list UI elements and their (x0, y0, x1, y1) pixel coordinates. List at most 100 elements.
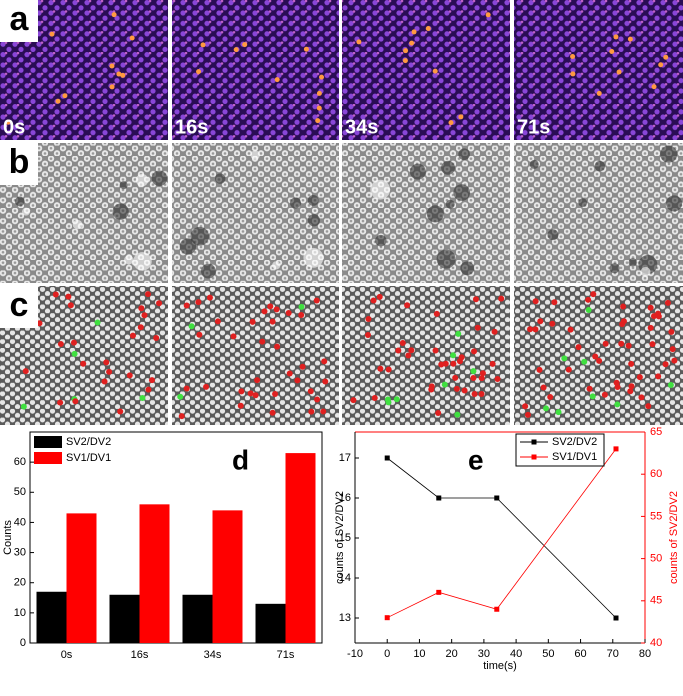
defect-dot (649, 341, 656, 348)
marker (384, 455, 390, 461)
defect-dot (57, 399, 64, 406)
defect-dot (522, 403, 529, 410)
defect-dot (668, 328, 675, 335)
micrograph (342, 143, 510, 283)
bright-spot (570, 71, 576, 77)
bright-spot (432, 68, 438, 74)
y-tick-label: 10 (14, 607, 26, 619)
defect-dot (249, 318, 256, 325)
dark-blob (272, 261, 281, 270)
defect-dot (628, 360, 635, 367)
dark-blob (370, 179, 391, 200)
defect-dot (195, 299, 202, 306)
dark-blob (640, 266, 651, 277)
time-label: 0s (3, 116, 25, 138)
dark-blob (594, 160, 606, 172)
dark-blob (307, 194, 319, 206)
dark-blob (112, 203, 129, 220)
bright-spot (356, 39, 362, 45)
dark-blob (14, 196, 25, 207)
defect-dot (57, 341, 64, 348)
dark-blob (547, 229, 559, 241)
bright-spot (411, 29, 417, 35)
defect-dot (667, 381, 674, 388)
defect-dot (269, 409, 276, 416)
defect-dot (395, 347, 402, 354)
bright-spot (402, 58, 408, 64)
y-axis-label: Counts (2, 520, 14, 555)
defect-dot (627, 388, 634, 395)
defect-dot (137, 324, 144, 331)
micrographs: a b c 0s 16s 34s 71s (0, 0, 683, 425)
defect-dot (647, 324, 654, 331)
dark-blob (124, 255, 134, 265)
defect-dot (156, 300, 163, 307)
defect-dot (441, 381, 448, 388)
bright-spot (109, 84, 115, 90)
defect-dot (148, 377, 155, 384)
y-tick-label: 20 (14, 577, 26, 589)
defect-dot (450, 352, 457, 359)
defect-dot (101, 378, 108, 385)
defect-dot (230, 333, 237, 340)
bright-spot (315, 118, 321, 124)
defect-dot (471, 348, 478, 355)
defect-dot (20, 403, 27, 410)
defect-dot (671, 357, 678, 364)
defect-dot (638, 394, 645, 401)
micrograph (514, 286, 683, 425)
dark-blob (201, 263, 216, 279)
defect-dot (565, 366, 572, 373)
bright-spot (120, 72, 126, 78)
defect-dot (377, 365, 384, 372)
bright-spot (458, 114, 464, 120)
defect-dot (478, 375, 485, 382)
panel-label: b (9, 143, 30, 181)
defect-dot (461, 387, 468, 394)
defect-dot (71, 350, 78, 357)
defect-dot (433, 310, 440, 317)
defect-dot (350, 397, 357, 404)
bright-spot (116, 71, 122, 77)
bright-spot (200, 42, 206, 48)
dark-blob (179, 238, 197, 255)
defect-dot (589, 393, 596, 400)
defect-dot (458, 354, 465, 361)
defect-dot (555, 409, 562, 416)
defect-dot (313, 297, 320, 304)
dark-blob (458, 148, 470, 161)
defect-dot (405, 352, 412, 359)
defect-dot (183, 302, 190, 309)
defect-dot (273, 306, 280, 313)
dark-blob (529, 159, 539, 169)
marker (436, 589, 442, 595)
defect-dot (647, 304, 654, 311)
defect-dot (454, 411, 461, 418)
dark-blob (578, 198, 588, 208)
dark-blob (214, 173, 226, 184)
defect-dot (532, 298, 539, 305)
defect-dot (669, 346, 676, 353)
x-tick-label: 80 (639, 648, 651, 660)
defect-dot (524, 411, 531, 418)
defect-dot (435, 409, 442, 416)
defect-dot (547, 394, 554, 401)
defect-dot (536, 366, 543, 373)
defect-dot (470, 375, 477, 382)
dark-blob (445, 199, 455, 209)
bright-spot (316, 90, 322, 96)
defect-dot (428, 386, 435, 393)
defect-dot (537, 318, 544, 325)
defect-dot (455, 330, 462, 337)
dark-blob (453, 184, 471, 201)
defect-dot (636, 374, 643, 381)
defect-dot (371, 394, 378, 401)
x-tick-label: 10 (413, 648, 425, 660)
micrograph (342, 286, 510, 425)
defect-dot (471, 391, 478, 398)
defect-dot (259, 338, 266, 345)
bright-spot (613, 34, 619, 40)
legend-label: SV1/DV1 (552, 451, 597, 463)
